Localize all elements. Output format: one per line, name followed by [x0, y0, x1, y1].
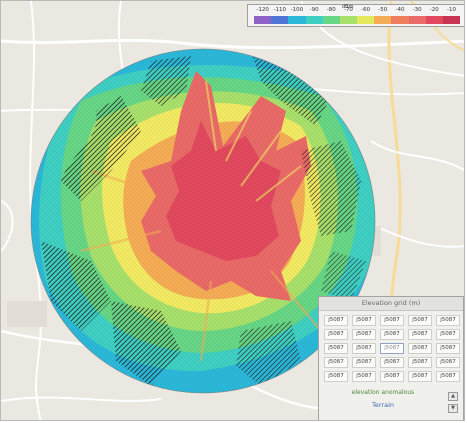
legend-label: -50 — [378, 7, 388, 13]
legend-label: -120 — [256, 7, 269, 13]
grid-cell[interactable]: j5087 — [436, 371, 460, 382]
legend-label: -80 — [326, 7, 336, 13]
panel-title: Elevation grid (m) — [319, 297, 463, 311]
terrain-link[interactable]: Terrain — [371, 401, 394, 409]
legend-label: -10 — [446, 7, 456, 13]
grid-cell[interactable]: j5087 — [436, 315, 460, 326]
legend-label: -40 — [395, 7, 405, 13]
legend-swatch — [288, 16, 306, 24]
grid-cell[interactable]: j5087 — [352, 329, 376, 340]
grid-cell[interactable]: j5087 — [352, 371, 376, 382]
coverage-boundary — [30, 48, 376, 394]
legend-label: -110 — [273, 7, 286, 13]
coverage-heatmap — [31, 49, 375, 393]
signal-legend: dBm -120 -110 -100 -90 -80 -70 -60 -50 -40 -30 -20… — [247, 4, 464, 27]
grid-cell[interactable]: j5087 — [380, 329, 404, 340]
grid-cell[interactable]: j5087 — [408, 315, 432, 326]
legend-swatch — [425, 16, 443, 24]
grid-cell[interactable]: j5087 — [408, 371, 432, 382]
grid-cell[interactable]: j5087 — [408, 343, 432, 354]
legend-swatch — [322, 16, 340, 24]
legend-label: -70 — [343, 7, 353, 13]
grid-cell[interactable]: j5087 — [436, 357, 460, 368]
grid-cell[interactable]: j5087 — [324, 343, 348, 354]
grid-cell[interactable]: j5087 — [380, 371, 404, 382]
grid-cell[interactable]: j5087 — [324, 357, 348, 368]
legend-swatch — [357, 16, 375, 24]
legend-color-scale — [254, 16, 461, 24]
elevation-grid: j5087 j5087 j5087 j5087 j5087 j5087 j5087 j5087… — [324, 315, 460, 382]
legend-label: -30 — [412, 7, 422, 13]
legend-swatch — [305, 16, 323, 24]
legend-title: dBm — [342, 4, 354, 10]
grid-cell[interactable]: j5087 — [436, 329, 460, 340]
legend-swatch — [339, 16, 358, 24]
legend-swatch — [391, 16, 409, 24]
scroll-up-button[interactable]: ▲ — [448, 392, 458, 401]
grid-cell[interactable]: j5087 — [324, 329, 348, 340]
grid-cell[interactable]: j5087 — [352, 357, 376, 368]
legend-swatch — [442, 16, 461, 24]
legend-label: -60 — [361, 7, 371, 13]
grid-cell[interactable]: j5087 — [324, 371, 348, 382]
legend-label: -20 — [429, 7, 439, 13]
grid-cell[interactable]: j5087 — [324, 315, 348, 326]
legend-swatch — [408, 16, 426, 24]
elevation-grid-panel: Elevation grid (m) j5087 j5087 j5087 j5087 j… — [318, 296, 464, 420]
grid-cell[interactable]: j5087 — [408, 329, 432, 340]
legend-labels: -120 -110 -100 -90 -80 -70 -60 -50 -40 -30 -20 -10 — [254, 6, 460, 15]
legend-swatch — [374, 16, 392, 24]
legend-label: -90 — [309, 7, 319, 13]
legend-label: -100 — [290, 7, 304, 13]
legend-swatch — [271, 16, 289, 24]
grid-cell[interactable]: j5087 — [380, 357, 404, 368]
grid-cell[interactable]: j5087 — [408, 357, 432, 368]
grid-cell[interactable]: j5087 — [436, 343, 460, 354]
grid-cell[interactable]: j5087 — [380, 315, 404, 326]
grid-cell[interactable]: j5087 — [380, 343, 404, 354]
grid-cell[interactable]: j5087 — [352, 343, 376, 354]
scroll-down-button[interactable]: ▼ — [448, 404, 458, 413]
status-text: elevation anomalous — [351, 389, 415, 396]
legend-swatch — [254, 16, 272, 24]
grid-cell[interactable]: j5087 — [352, 315, 376, 326]
